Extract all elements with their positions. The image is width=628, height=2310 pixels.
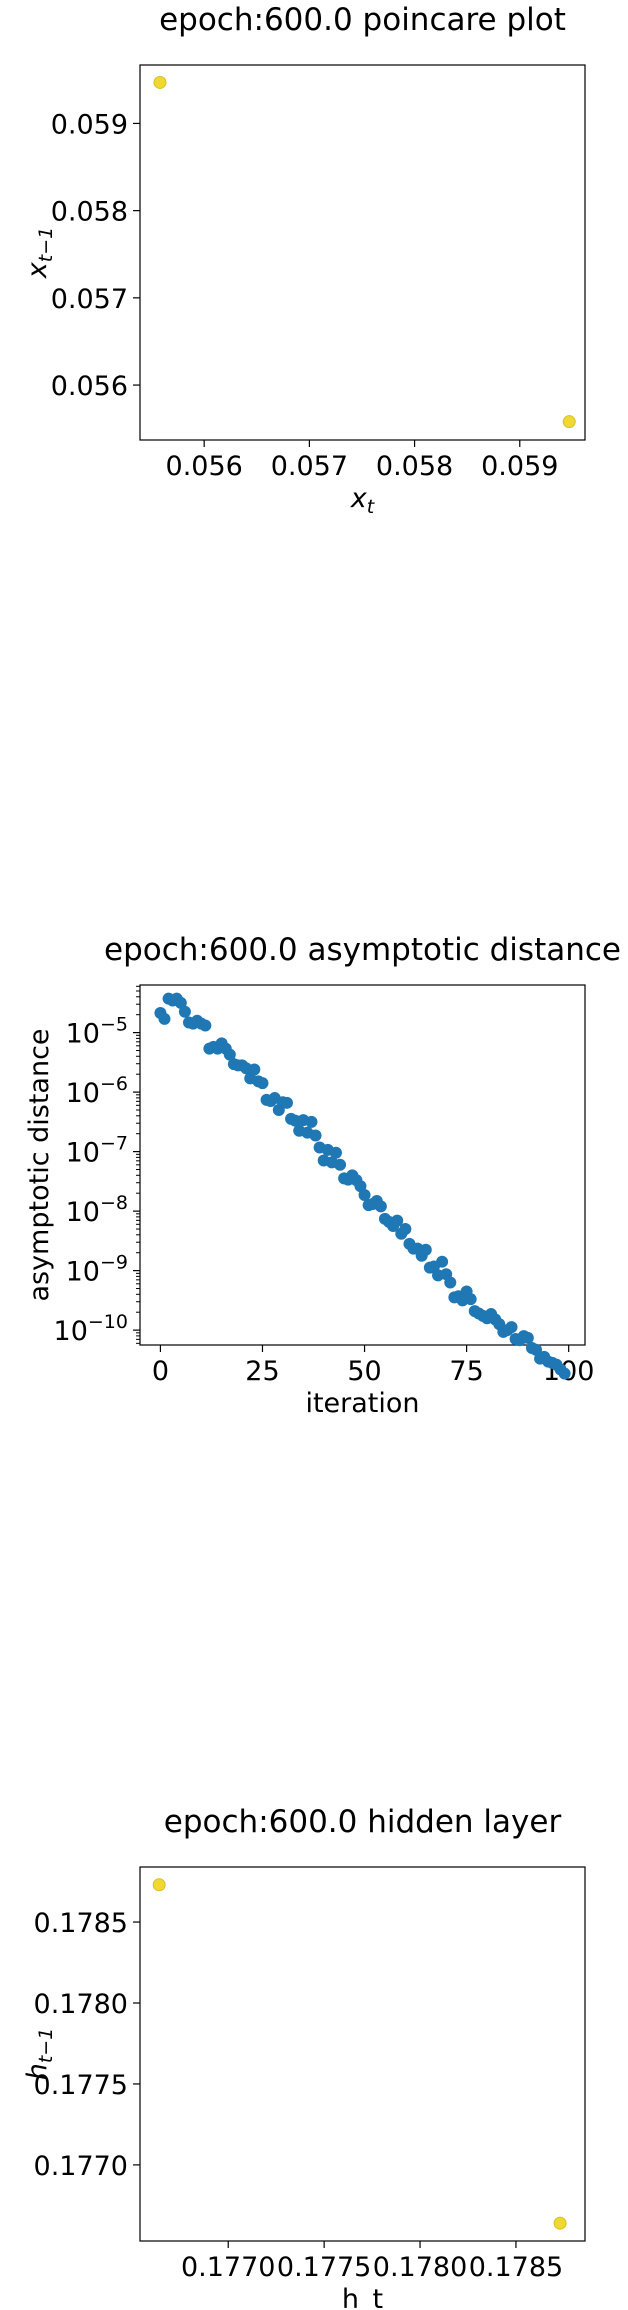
- y-tick-label: 10−8: [66, 1192, 128, 1228]
- y-tick-label: 10−5: [66, 1014, 128, 1050]
- y-tick-label: 0.058: [51, 197, 128, 228]
- y-tick-exponent: −7: [100, 1133, 128, 1155]
- y-tick-base: 10: [66, 1257, 100, 1288]
- y-tick-label: 0.057: [51, 284, 128, 315]
- chart-1: epoch:600.0 poincare plot 0.056 0.057 0.058…: [22, 2, 586, 518]
- x-tick-label: 0.1775: [277, 2252, 371, 2283]
- data-point: [419, 1243, 432, 1256]
- data-point: [521, 1331, 534, 1344]
- data-point: [530, 1343, 543, 1356]
- data-point: [399, 1222, 412, 1235]
- data-point: [329, 1146, 342, 1159]
- data-point: [354, 1180, 367, 1193]
- data-point: [178, 1005, 191, 1018]
- chart-2: epoch:600.0 asymptotic distance 0 25 50 75 10…: [24, 932, 621, 1419]
- y-tick-exponent: −6: [100, 1073, 128, 1095]
- y-tick-label: 10−7: [66, 1133, 128, 1169]
- data-point: [553, 2216, 567, 2230]
- data-point: [444, 1276, 457, 1289]
- y-tick-exponent: −9: [100, 1252, 128, 1274]
- y-tick-base: 10: [66, 1019, 100, 1050]
- data-point: [256, 1077, 269, 1090]
- data-point: [358, 1189, 371, 1202]
- data-point: [152, 1878, 166, 1892]
- y-axis-label: xt−1: [22, 227, 57, 279]
- x-axis-label: h_t: [342, 2284, 383, 2310]
- y-axis-label-main: x: [22, 261, 53, 279]
- y-tick-exponent: −8: [100, 1192, 128, 1214]
- y-axis-label: asymptotic distance: [24, 1028, 55, 1301]
- data-point: [305, 1115, 318, 1128]
- data-point: [374, 1200, 387, 1213]
- y-tick-label: 0.059: [51, 109, 128, 140]
- data-point: [505, 1321, 518, 1334]
- data-point: [309, 1129, 322, 1142]
- x-axis-label-sub: t: [367, 496, 376, 518]
- y-axis-label: ht−1: [22, 2028, 57, 2081]
- plot-frame: [139, 984, 586, 1346]
- data-point: [174, 996, 187, 1009]
- chart-title: epoch:600.0 poincare plot: [159, 2, 566, 38]
- y-tick-label: 10−10: [54, 1311, 128, 1347]
- chart-title: epoch:600.0 asymptotic distance: [104, 932, 621, 968]
- data-point: [558, 1367, 571, 1380]
- y-tick-label: 0.1775: [34, 2070, 128, 2101]
- y-axis-label-main: h: [22, 2063, 53, 2080]
- y-tick-label: 10−9: [66, 1252, 128, 1288]
- data-point: [199, 1019, 212, 1032]
- data-point: [334, 1158, 347, 1171]
- x-tick-label: 0.1770: [181, 2252, 275, 2283]
- x-tick-label: 25: [245, 1356, 279, 1387]
- x-tick-label: 0.1785: [469, 2252, 563, 2283]
- y-tick-label: 0.056: [51, 371, 128, 402]
- x-axis-label: xt: [350, 483, 376, 518]
- data-point: [158, 1012, 171, 1025]
- plot-frame: [139, 64, 586, 441]
- x-tick-label: 0.1780: [373, 2252, 467, 2283]
- y-tick-label: 0.1785: [34, 1908, 128, 1939]
- y-tick-label: 10−6: [66, 1073, 128, 1109]
- data-point: [223, 1048, 236, 1061]
- x-tick-label: 50: [347, 1356, 381, 1387]
- y-tick-label: 0.1780: [34, 1989, 128, 2020]
- data-point: [391, 1214, 404, 1227]
- x-tick-label: 0: [152, 1356, 169, 1387]
- data-point: [248, 1063, 261, 1076]
- y-axis-label-sub: t−1: [35, 227, 57, 262]
- y-tick-base: 10: [54, 1316, 88, 1347]
- plot-frame: [139, 1866, 586, 2242]
- y-tick-base: 10: [66, 1197, 100, 1228]
- x-axis-label-main: x: [350, 483, 368, 514]
- chart-title: epoch:600.0 hidden layer: [164, 1804, 562, 1840]
- y-tick-exponent: −10: [88, 1311, 128, 1333]
- x-tick-label: 0.056: [166, 451, 243, 482]
- x-tick-label: 0.057: [271, 451, 348, 482]
- y-tick-base: 10: [66, 1138, 100, 1169]
- y-tick-base: 10: [66, 1078, 100, 1109]
- x-axis-label: iteration: [305, 1388, 419, 1419]
- x-tick-label: 75: [449, 1356, 483, 1387]
- x-tick-label: 0.059: [481, 451, 558, 482]
- y-tick-label: 0.1770: [34, 2151, 128, 2182]
- data-point: [562, 415, 576, 429]
- y-axis-label-sub: t−1: [35, 2028, 57, 2063]
- x-tick-label: 0.058: [376, 451, 453, 482]
- data-point: [153, 75, 167, 89]
- data-point: [464, 1293, 477, 1306]
- y-tick-exponent: −5: [100, 1014, 128, 1036]
- data-point: [280, 1096, 293, 1109]
- data-point: [436, 1255, 449, 1268]
